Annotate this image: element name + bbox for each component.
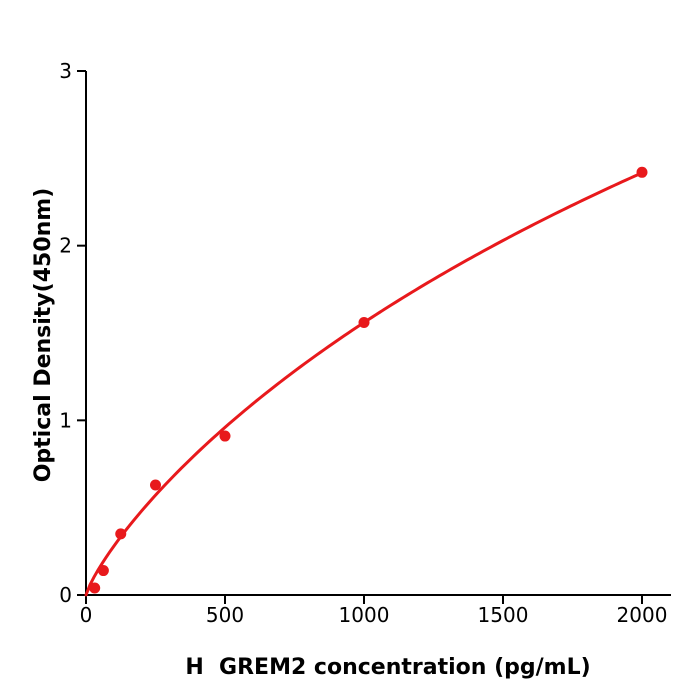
x-tick-label: 0 — [80, 603, 93, 627]
data-point — [97, 565, 109, 577]
x-tick-label: 500 — [206, 603, 244, 627]
data-point — [115, 528, 127, 540]
data-point — [89, 582, 101, 594]
fit-curve-line — [84, 171, 644, 597]
data-point — [358, 317, 370, 329]
y-tick-label: 3 — [59, 59, 72, 83]
x-tick-label: 1500 — [478, 603, 529, 627]
y-axis-label: Optical Density(450nm) — [31, 187, 56, 483]
data-point — [219, 430, 231, 442]
x-tick-label: 2000 — [617, 603, 668, 627]
data-point — [636, 166, 648, 178]
y-tick-label: 2 — [59, 234, 72, 258]
x-tick-label: 1000 — [339, 603, 390, 627]
y-tick-label: 0 — [59, 583, 72, 607]
data-point — [150, 479, 161, 491]
y-tick-label: 1 — [59, 408, 72, 432]
x-axis-label: H GREM2 concentration (pg/mL) — [185, 655, 591, 680]
